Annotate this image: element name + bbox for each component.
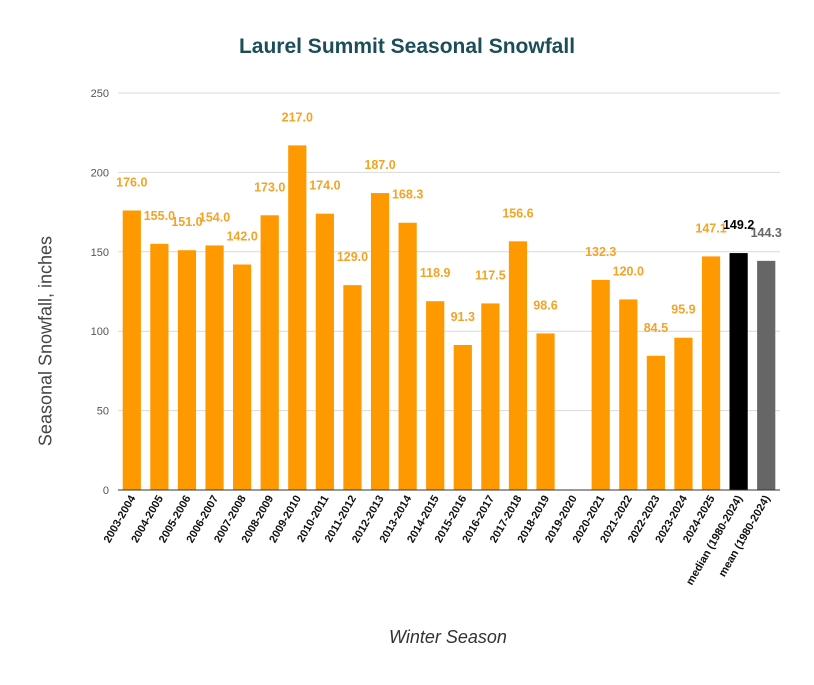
x-tick-labels: 2003-20042004-20052005-20062006-20072007… [102, 493, 773, 588]
data-label: 120.0 [613, 264, 644, 278]
bar [177, 250, 197, 490]
bar [701, 256, 721, 490]
chart-title: Laurel Summit Seasonal Snowfall [238, 35, 576, 58]
bar [508, 241, 528, 490]
data-label: 117.5 [475, 268, 506, 282]
y-tick-label: 200 [91, 167, 109, 179]
data-label: 173.0 [254, 180, 285, 194]
bar [646, 355, 665, 490]
bar [757, 260, 776, 490]
bar [370, 193, 390, 490]
data-label: 155.0 [144, 209, 175, 223]
data-label: 147.1 [695, 221, 726, 235]
bar [481, 303, 500, 490]
bar [674, 337, 693, 490]
data-label: 142.0 [226, 230, 257, 244]
bar [619, 299, 638, 490]
y-tick-label: 50 [97, 406, 109, 418]
data-label: 129.0 [337, 250, 368, 264]
data-label: 149.2 [723, 218, 754, 232]
x-tick-label: mean (1980-2024) [717, 493, 773, 579]
data-label: 176.0 [116, 176, 147, 190]
bar [398, 222, 417, 490]
bar [122, 210, 141, 490]
data-label: 91.3 [451, 310, 475, 324]
bar [426, 301, 445, 490]
data-label: 132.3 [585, 245, 616, 259]
data-label: 187.0 [364, 158, 395, 172]
data-label: 174.0 [309, 179, 340, 193]
y-tick-label: 0 [103, 485, 109, 497]
data-label: 95.9 [671, 303, 695, 317]
data-label: 151.0 [171, 215, 202, 229]
bars [122, 145, 776, 491]
x-axis-label: Winter Season [389, 627, 507, 647]
bar [536, 333, 555, 490]
data-label: 156.6 [502, 206, 533, 220]
data-label: 144.3 [751, 226, 782, 240]
y-tick-label: 100 [91, 326, 109, 338]
gridlines [118, 92, 780, 412]
bar [315, 213, 334, 491]
bar [453, 345, 472, 490]
bar [591, 279, 610, 490]
bar [150, 243, 169, 490]
data-label: 118.9 [420, 266, 451, 280]
data-label: 98.6 [533, 298, 557, 312]
y-tick-label: 250 [91, 88, 109, 100]
bar [233, 264, 252, 490]
data-label: 84.5 [644, 321, 668, 335]
bar [343, 285, 362, 490]
data-label: 168.3 [392, 188, 423, 202]
bar [205, 245, 224, 490]
y-tick-labels: 0 50 100 150 200 250 [91, 88, 109, 497]
bar [260, 215, 279, 490]
bar [288, 145, 307, 491]
y-tick-label: 150 [91, 247, 109, 259]
bar [729, 253, 748, 490]
data-label: 154.0 [199, 210, 230, 224]
data-label: 217.0 [282, 110, 313, 124]
